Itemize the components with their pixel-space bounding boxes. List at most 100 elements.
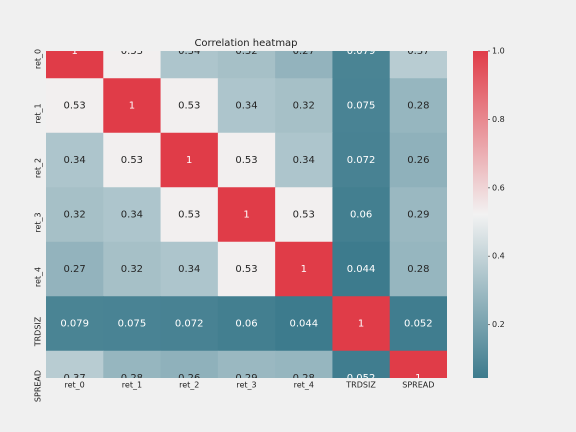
cell-label: 0.28 bbox=[407, 264, 429, 275]
cell-label: 1 bbox=[186, 155, 192, 166]
cell-label: 0.27 bbox=[64, 264, 86, 275]
heatmap-cell bbox=[217, 51, 276, 79]
cell-label: 1 bbox=[243, 210, 249, 221]
x-tick-label: ret_2 bbox=[179, 381, 199, 390]
heatmap-cell bbox=[389, 296, 447, 352]
cell-label: 0.079 bbox=[347, 46, 376, 57]
cell-label: 0.27 bbox=[293, 46, 315, 57]
heatmap-cell bbox=[160, 51, 219, 79]
x-tick-label: ret_3 bbox=[236, 381, 256, 390]
heatmap-cell bbox=[103, 187, 162, 243]
heatmap-cell bbox=[46, 296, 104, 352]
cell-label: 0.32 bbox=[64, 210, 86, 221]
heatmap-cell bbox=[332, 187, 391, 243]
heatmap-cell bbox=[332, 132, 391, 188]
heatmap-cell bbox=[46, 187, 104, 243]
heatmap-cell bbox=[389, 350, 447, 378]
cell-label: 0.28 bbox=[293, 373, 315, 384]
y-tick-label: ret_0 bbox=[34, 49, 43, 69]
chart-title: Correlation heatmap bbox=[194, 38, 297, 49]
cell-label: 1 bbox=[129, 101, 135, 112]
cell-label: 0.075 bbox=[118, 319, 147, 330]
x-tick-label: SPREAD bbox=[402, 381, 434, 390]
heatmap-cell bbox=[217, 241, 276, 297]
heatmap-cell bbox=[332, 241, 391, 297]
heatmap-cell bbox=[217, 78, 276, 134]
cell-label: 0.072 bbox=[175, 319, 204, 330]
heatmap-cell bbox=[103, 296, 162, 352]
cell-label: 0.37 bbox=[64, 373, 86, 384]
cell-label: 0.53 bbox=[235, 155, 257, 166]
heatmap-cell bbox=[103, 350, 162, 378]
heatmap-cell bbox=[103, 78, 162, 134]
cell-label: 0.53 bbox=[235, 264, 257, 275]
heatmap-cell bbox=[332, 296, 391, 352]
cell-label: 0.075 bbox=[347, 101, 376, 112]
heatmap-cell bbox=[46, 78, 104, 134]
heatmap-cell bbox=[389, 51, 447, 79]
cell-label: 0.32 bbox=[235, 46, 257, 57]
cell-label: 0.079 bbox=[60, 319, 89, 330]
cell-label: 0.26 bbox=[178, 373, 200, 384]
colorbar-tick-label: 0.6 bbox=[492, 183, 505, 192]
cell-label: 0.53 bbox=[64, 101, 86, 112]
heatmap-cell bbox=[160, 78, 219, 134]
colorbar bbox=[473, 51, 488, 378]
y-tick-label: SPREAD bbox=[34, 370, 43, 402]
heatmap-cell bbox=[160, 350, 219, 378]
colorbar-tick-label: 0.8 bbox=[492, 115, 505, 124]
cell-label: 1 bbox=[71, 46, 77, 57]
heatmap-cell bbox=[217, 187, 276, 243]
cell-label: 0.29 bbox=[407, 210, 429, 221]
y-tick-label: ret_3 bbox=[34, 212, 43, 232]
heatmap-cell bbox=[103, 132, 162, 188]
heatmap-cell bbox=[160, 296, 219, 352]
colorbar-tick-label: 0.4 bbox=[492, 252, 505, 261]
cell-label: 0.34 bbox=[121, 210, 143, 221]
cell-label: 0.29 bbox=[235, 373, 257, 384]
heatmap-cell bbox=[217, 296, 276, 352]
x-tick-label: ret_4 bbox=[294, 381, 314, 390]
y-tick-label: ret_2 bbox=[34, 158, 43, 178]
cell-label: 0.32 bbox=[121, 264, 143, 275]
cell-label: 0.26 bbox=[407, 155, 429, 166]
cell-label: 1 bbox=[301, 264, 307, 275]
cell-label: 0.06 bbox=[235, 319, 257, 330]
cell-label: 0.072 bbox=[347, 155, 376, 166]
heatmap-cell bbox=[217, 132, 276, 188]
heatmap-cell bbox=[389, 78, 447, 134]
heatmap-cell bbox=[275, 241, 333, 297]
heatmap-cell bbox=[275, 350, 333, 378]
cell-label: 0.37 bbox=[407, 46, 429, 57]
heatmap-cell bbox=[389, 241, 447, 297]
heatmap-cell bbox=[275, 51, 333, 79]
cell-label: 0.34 bbox=[178, 46, 200, 57]
heatmap-cell bbox=[46, 51, 104, 79]
heatmap-cell bbox=[332, 51, 391, 79]
cell-label: 0.052 bbox=[404, 319, 433, 330]
heatmap-cell bbox=[160, 241, 219, 297]
heatmap-cell bbox=[103, 51, 162, 79]
cell-label: 0.052 bbox=[347, 373, 376, 384]
cell-label: 0.06 bbox=[350, 210, 372, 221]
x-tick-label: TRDSIZ bbox=[345, 381, 376, 390]
cell-label: 0.28 bbox=[121, 373, 143, 384]
heatmap-cell bbox=[160, 187, 219, 243]
cell-label: 1 bbox=[358, 319, 364, 330]
heatmap-cells: 1 0.53 0.34 0.32 0.27 0.079 0.37 0.53 1 0.53 0.34 0… bbox=[46, 46, 447, 384]
cell-label: 0.53 bbox=[121, 46, 143, 57]
colorbar-tick-label: 0.2 bbox=[492, 320, 505, 329]
y-tick-label: TRDSIZ bbox=[34, 316, 43, 347]
cell-label: 0.34 bbox=[178, 264, 200, 275]
heatmap-cell bbox=[46, 132, 104, 188]
heatmap-cell bbox=[275, 78, 333, 134]
heatmap-cell bbox=[389, 132, 447, 188]
heatmap-cell bbox=[275, 296, 333, 352]
heatmap-cell bbox=[103, 241, 162, 297]
x-tick-label: ret_1 bbox=[122, 381, 142, 390]
cell-label: 0.28 bbox=[407, 101, 429, 112]
cell-label: 1 bbox=[415, 373, 421, 384]
heatmap-cell bbox=[46, 350, 104, 378]
cell-label: 0.53 bbox=[121, 155, 143, 166]
